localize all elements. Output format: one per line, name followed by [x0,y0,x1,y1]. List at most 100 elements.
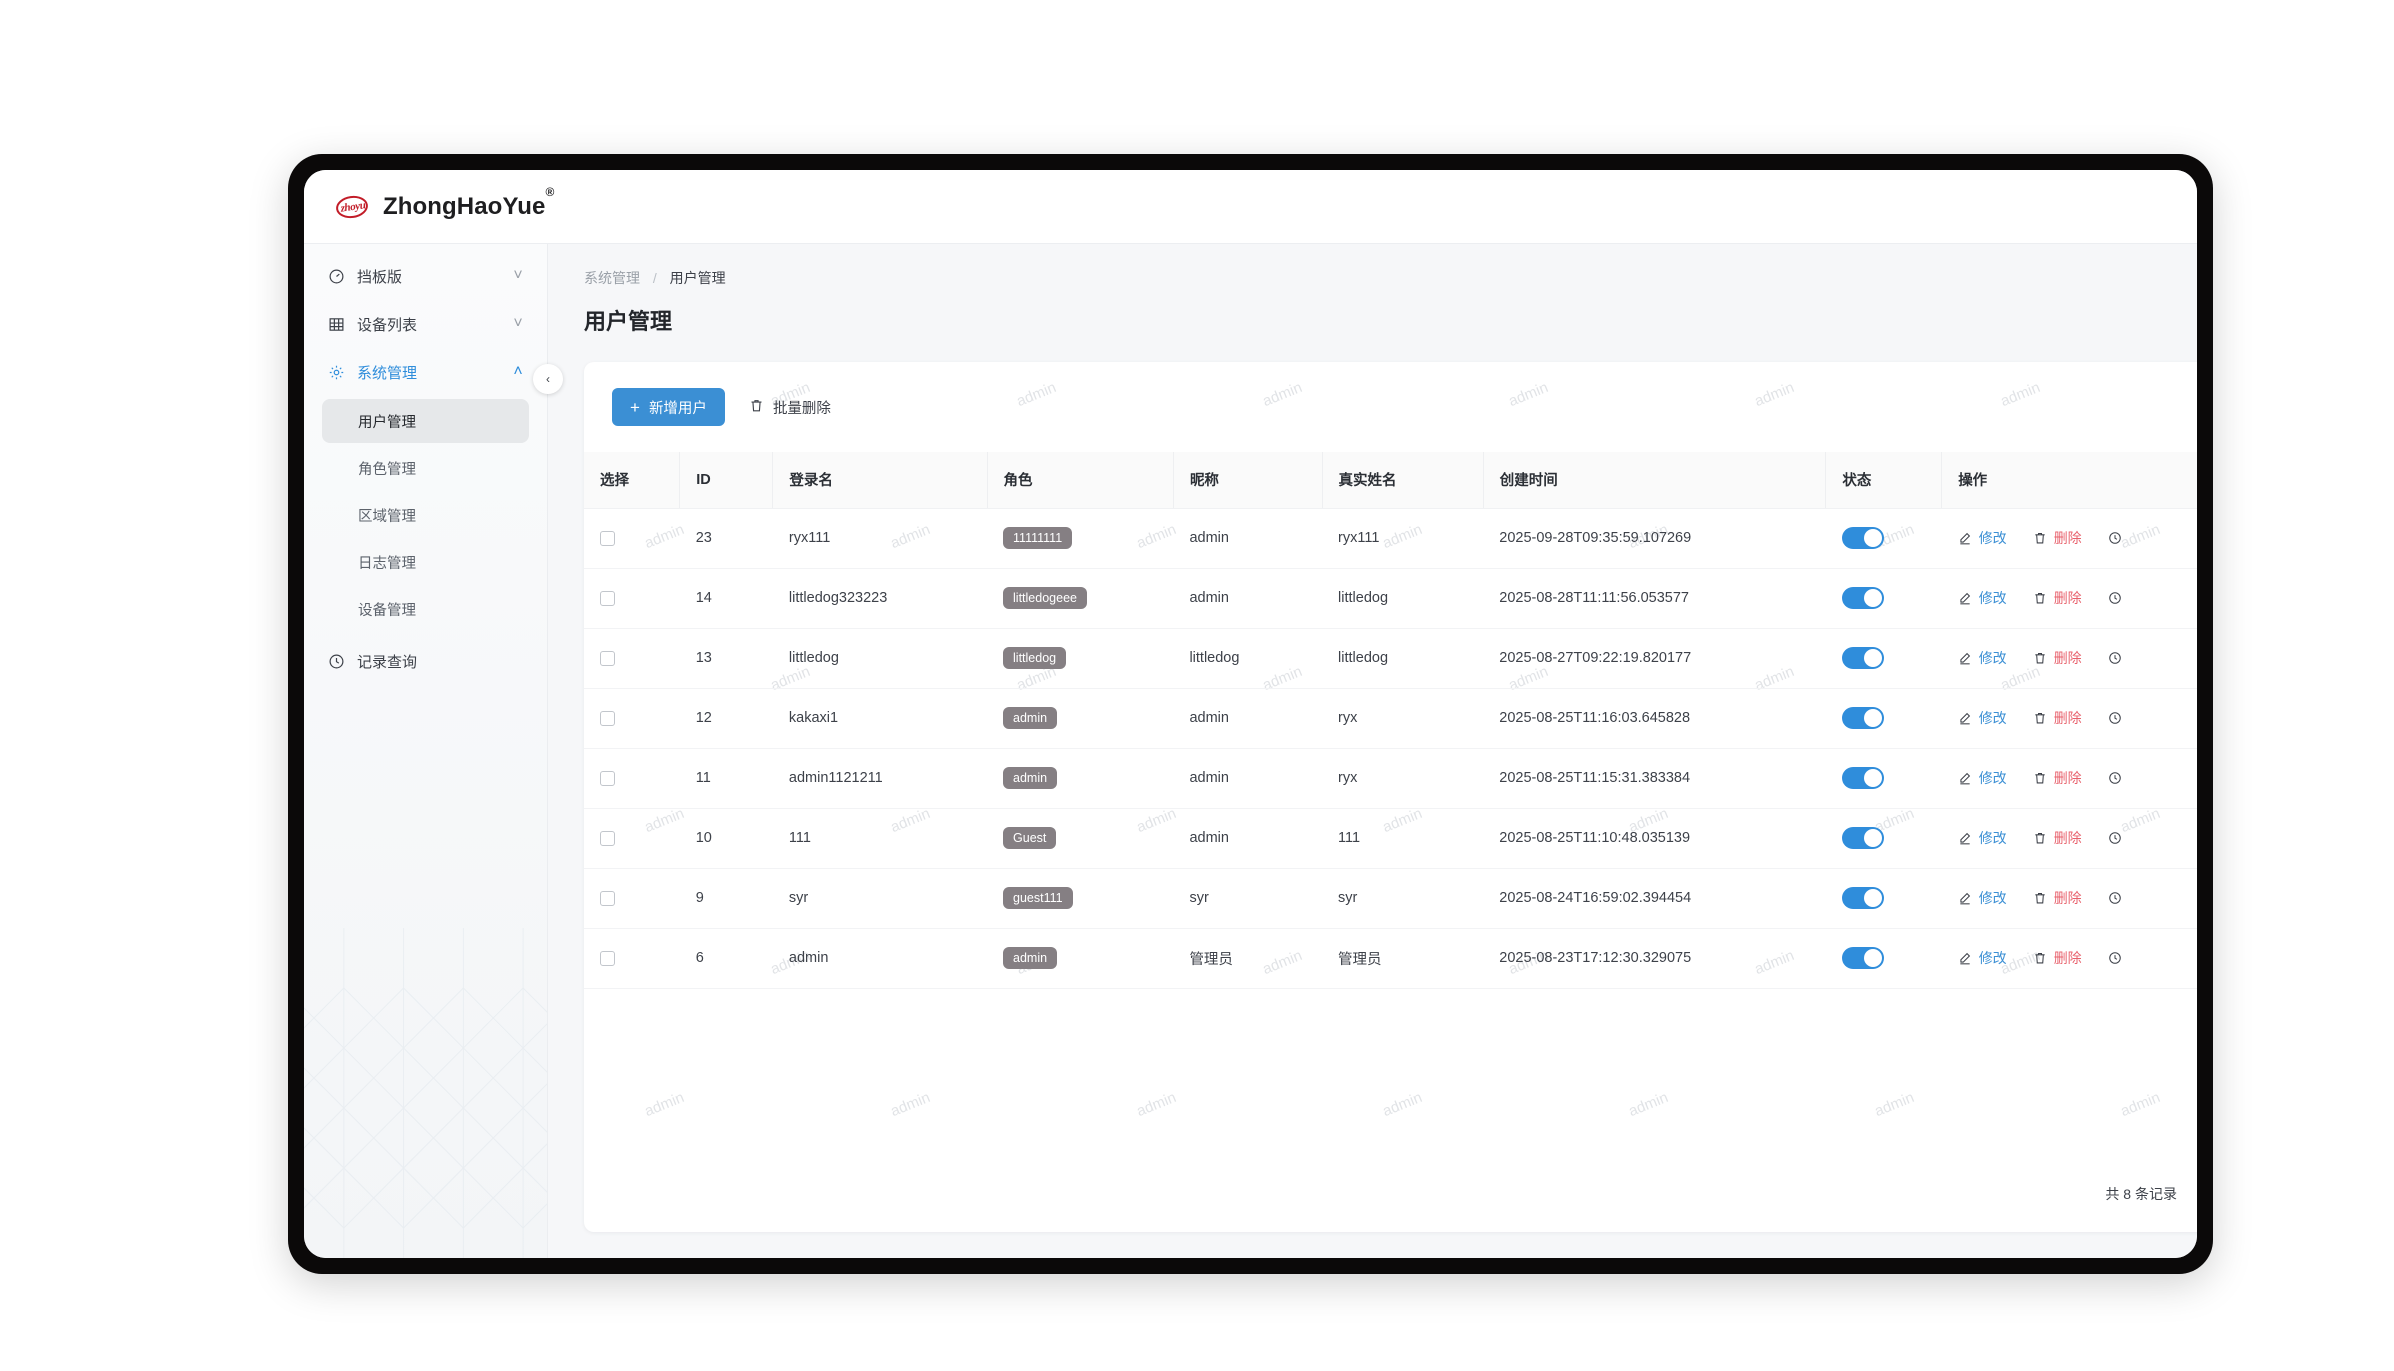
more-action[interactable] [2108,531,2123,546]
table-row: 23 ryx111 11111111 admin ryx111 2025-09-28T09… [584,508,2197,569]
cell-nickname: 管理员 [1173,928,1323,989]
add-user-button[interactable]: + 新增用户 [612,388,725,426]
row-checkbox[interactable] [600,830,615,846]
row-checkbox[interactable] [600,650,615,666]
sidebar-item-system-management[interactable]: 系统管理 ˄ [304,348,547,396]
status-toggle[interactable] [1841,887,1884,909]
row-checkbox[interactable] [600,530,615,546]
edit-action-label: 修改 [1978,650,2007,666]
sidebar-item-user-management[interactable]: 用户管理 [322,399,529,443]
sidebar-item-area-management[interactable]: 区域管理 [322,493,529,537]
cell-create-time: 2025-08-25T11:10:48.035139 [1483,808,1826,869]
sidebar-item-dashboard[interactable]: 挡板版 ˅ [304,252,547,300]
sidebar-item-log-management[interactable]: 日志管理 [322,540,529,584]
more-action[interactable] [2108,771,2123,786]
status-toggle[interactable] [1841,707,1884,729]
sidebar-item-device-list-label: 设备列表 [357,316,418,334]
cell-role: littledog [987,628,1174,689]
status-toggle[interactable] [1841,527,1884,549]
sidebar-item-user-management-label: 用户管理 [358,414,416,431]
sidebar-item-device-list[interactable]: 设备列表 ˅ [304,300,547,348]
cell-login-name: littledog [772,628,988,689]
status-toggle[interactable] [1841,647,1884,669]
status-toggle[interactable] [1841,947,1884,969]
cell-select [584,628,680,689]
edit-action[interactable]: 修改 [1958,768,2007,788]
sidebar-item-device-management[interactable]: 设备管理 [322,587,529,631]
edit-action[interactable]: 修改 [1958,708,2007,728]
edit-action[interactable]: 修改 [1958,528,2007,548]
watermark-text: admin [1752,1231,1796,1232]
table-row: 12 kakaxi1 admin admin ryx 2025-08-25T11:16:0… [584,688,2197,749]
edit-action[interactable]: 修改 [1958,648,2007,668]
status-toggle[interactable] [1841,767,1884,789]
status-toggle[interactable] [1841,827,1884,849]
breadcrumb-parent[interactable]: 系统管理 [584,270,640,286]
sidebar-collapse-button[interactable]: ‹ [533,364,563,394]
more-action[interactable] [2108,951,2123,966]
table-body: 23 ryx111 11111111 admin ryx111 2025-09-28T09… [584,508,2197,989]
clock-icon [2108,831,2123,846]
more-action[interactable] [2108,891,2123,906]
cell-create-time: 2025-08-24T16:59:02.394454 [1483,868,1826,929]
edit-action[interactable]: 修改 [1958,828,2007,848]
sidebar-item-record-query[interactable]: 记录查询 [304,637,547,685]
row-checkbox[interactable] [600,950,615,966]
cell-id: 10 [679,808,773,869]
cell-actions: 修改 删除 [1941,808,2197,869]
more-action[interactable] [2108,651,2123,666]
watermark-text: admin [1872,1088,1917,1121]
pencil-icon [1958,531,1973,546]
brand-name: ZhongHaoYue® [383,185,554,221]
row-checkbox[interactable] [600,710,615,726]
cell-actions: 修改 删除 [1941,748,2197,809]
delete-action[interactable]: 删除 [2033,948,2082,968]
trash-icon [2033,831,2048,846]
pencil-icon [1958,891,1973,906]
status-toggle[interactable] [1841,587,1884,609]
cell-nickname: admin [1173,748,1323,809]
cell-real-name: syr [1322,868,1484,929]
main-content: 系统管理 / 用户管理 用户管理 admin admin admin admin adm… [548,244,2197,1258]
cell-create-time: 2025-08-23T17:12:30.329075 [1483,928,1826,989]
delete-action[interactable]: 删除 [2033,528,2082,548]
edit-action[interactable]: 修改 [1958,888,2007,908]
bulk-delete-button[interactable]: 批量删除 [749,397,831,418]
brand-name-text: ZhongHaoYue [383,192,546,220]
delete-action[interactable]: 删除 [2033,828,2082,848]
delete-action-label: 删除 [2053,650,2082,666]
delete-action[interactable]: 删除 [2033,708,2082,728]
edit-action[interactable]: 修改 [1958,948,2007,968]
watermark-text: admin [1380,1088,1425,1121]
row-checkbox[interactable] [600,770,615,786]
more-action[interactable] [2108,711,2123,726]
cell-status [1825,568,1942,629]
more-action[interactable] [2108,831,2123,846]
pencil-icon [1958,711,1973,726]
user-management-card: admin admin admin admin admin admin admin admin… [584,362,2197,1232]
user-table: 选择 ID 登录名 角色 昵称 真实姓名 创建时间 状态 操作 23 ryx111… [584,452,2197,989]
table-row: 11 admin1121211 admin admin ryx 2025-08-25T11… [584,748,2197,809]
cell-id: 11 [679,748,773,809]
sidebar-item-role-management-label: 角色管理 [358,461,416,478]
delete-action[interactable]: 删除 [2033,648,2082,668]
delete-action[interactable]: 删除 [2033,588,2082,608]
cell-real-name: littledog [1322,628,1484,689]
sidebar-item-role-management[interactable]: 角色管理 [322,446,529,490]
clock-icon [326,651,346,671]
cell-select [584,868,680,929]
cell-status [1825,928,1942,989]
cell-select [584,928,680,989]
delete-action-label: 删除 [2053,710,2082,726]
row-checkbox[interactable] [600,590,615,606]
edit-action[interactable]: 修改 [1958,588,2007,608]
chevron-down-icon: ˅ [513,315,523,332]
table-toolbar: + 新增用户 批量删除 [584,362,2197,452]
delete-action[interactable]: 删除 [2033,888,2082,908]
row-checkbox[interactable] [600,890,615,906]
more-action[interactable] [2108,591,2123,606]
cell-login-name: ryx111 [772,508,988,569]
delete-action[interactable]: 删除 [2033,768,2082,788]
sidebar: 挡板版 ˅ 设备列表 ˅ [304,244,548,1258]
sidebar-item-record-query-label: 记录查询 [357,653,418,671]
